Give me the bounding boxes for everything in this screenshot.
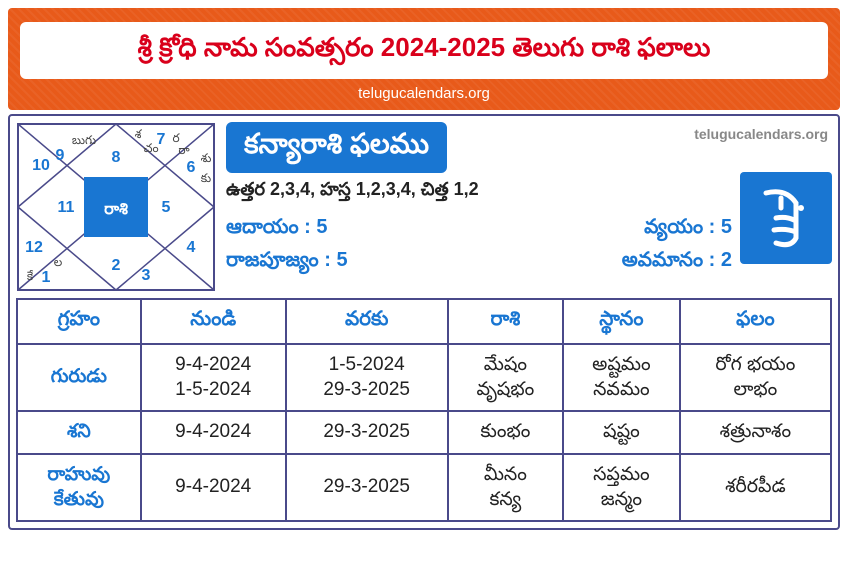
th-to: వరకు [286, 299, 448, 344]
svg-text:కు: కు [201, 171, 211, 185]
cell-sthanam: సప్తమంజన్మం [563, 454, 680, 521]
cell-to: 29-3-2025 [286, 454, 448, 521]
avamanam: అవమానం : 2 [622, 249, 732, 276]
rasi-chart: రాశి 5 2 11 8 6 4 3 1 12 10 9 7 బుగు శ చ… [16, 122, 216, 292]
top-section: రాశి 5 2 11 8 6 4 3 1 12 10 9 7 బుగు శ చ… [16, 122, 832, 292]
th-graham: గ్రహం [17, 299, 141, 344]
rajapujyam: రాజపూజ్యం : 5 [226, 249, 348, 276]
svg-text:10: 10 [32, 157, 50, 174]
cell-graham: గురుడు [17, 344, 141, 411]
cell-from: 9-4-20241-5-2024 [141, 344, 286, 411]
cell-to: 1-5-202429-3-2025 [286, 344, 448, 411]
rasi-title: కన్యారాశి ఫలము [226, 122, 447, 173]
th-phalam: ఫలం [680, 299, 831, 344]
cell-sthanam: అష్టమంనవమం [563, 344, 680, 411]
table-row: గురుడు9-4-20241-5-20241-5-202429-3-2025మ… [17, 344, 831, 411]
info-section: telugucalendars.org కన్యారాశి ఫలము ఉత్తర… [226, 122, 832, 292]
cell-graham: శని [17, 411, 141, 454]
cell-phalam: రోగ భయంలాభం [680, 344, 831, 411]
svg-text:3: 3 [142, 267, 151, 284]
cell-rasi: మీనంకన్య [448, 454, 563, 521]
header-subtitle: telugucalendars.org [20, 85, 828, 102]
header-title: శ్రీ క్రోధి నామ సంవత్సరం 2024-2025 తెలుగ… [34, 32, 814, 69]
content-panel: రాశి 5 2 11 8 6 4 3 1 12 10 9 7 బుగు శ చ… [8, 114, 840, 530]
chart-center-label: రాశి [104, 201, 128, 218]
svg-text:ల: ల [54, 255, 63, 269]
svg-text:బుగు: బుగు [72, 133, 96, 147]
phalam-table: గ్రహం నుండి వరకు రాశి స్థానం ఫలం గురుడు9… [16, 298, 832, 522]
table-body: గురుడు9-4-20241-5-20241-5-202429-3-2025మ… [17, 344, 831, 521]
th-rasi: రాశి [448, 299, 563, 344]
cell-phalam: శరీరపీడ [680, 454, 831, 521]
header-banner: శ్రీ క్రోధి నామ సంవత్సరం 2024-2025 తెలుగ… [8, 8, 840, 110]
cell-from: 9-4-2024 [141, 454, 286, 521]
svg-text:4: 4 [187, 239, 196, 256]
svg-text:శు: శు [201, 151, 212, 165]
header-title-box: శ్రీ క్రోధి నామ సంవత్సరం 2024-2025 తెలుగ… [20, 22, 828, 79]
zodiac-virgo-icon [740, 172, 832, 264]
svg-text:కే: కే [27, 269, 34, 283]
cell-rasi: కుంభం [448, 411, 563, 454]
svg-text:12: 12 [25, 239, 43, 256]
watermark: telugucalendars.org [694, 126, 828, 142]
table-header-row: గ్రహం నుండి వరకు రాశి స్థానం ఫలం [17, 299, 831, 344]
svg-text:5: 5 [162, 199, 171, 216]
th-sthanam: స్థానం [563, 299, 680, 344]
table-row: శని9-4-202429-3-2025కుంభంషష్టంశత్రునాశం [17, 411, 831, 454]
cell-rasi: మేషంవృషభం [448, 344, 563, 411]
svg-text:చం: చం [143, 141, 158, 155]
cell-phalam: శత్రునాశం [680, 411, 831, 454]
cell-from: 9-4-2024 [141, 411, 286, 454]
cell-graham: రాహువుకేతువు [17, 454, 141, 521]
table-row: రాహువుకేతువు9-4-202429-3-2025మీనంకన్యసప్… [17, 454, 831, 521]
svg-text:రా: రా [178, 143, 190, 157]
svg-text:2: 2 [112, 257, 121, 274]
svg-text:8: 8 [112, 149, 121, 166]
cell-sthanam: షష్టం [563, 411, 680, 454]
th-from: నుండి [141, 299, 286, 344]
svg-text:6: 6 [187, 159, 196, 176]
svg-text:11: 11 [58, 199, 75, 216]
cell-to: 29-3-2025 [286, 411, 448, 454]
aadayam: ఆదాయం : 5 [226, 216, 328, 243]
svg-text:1: 1 [42, 269, 51, 286]
vyayam: వ్యయం : 5 [644, 216, 732, 243]
rasi-chart-svg: రాశి 5 2 11 8 6 4 3 1 12 10 9 7 బుగు శ చ… [16, 122, 216, 292]
svg-text:9: 9 [56, 147, 65, 164]
